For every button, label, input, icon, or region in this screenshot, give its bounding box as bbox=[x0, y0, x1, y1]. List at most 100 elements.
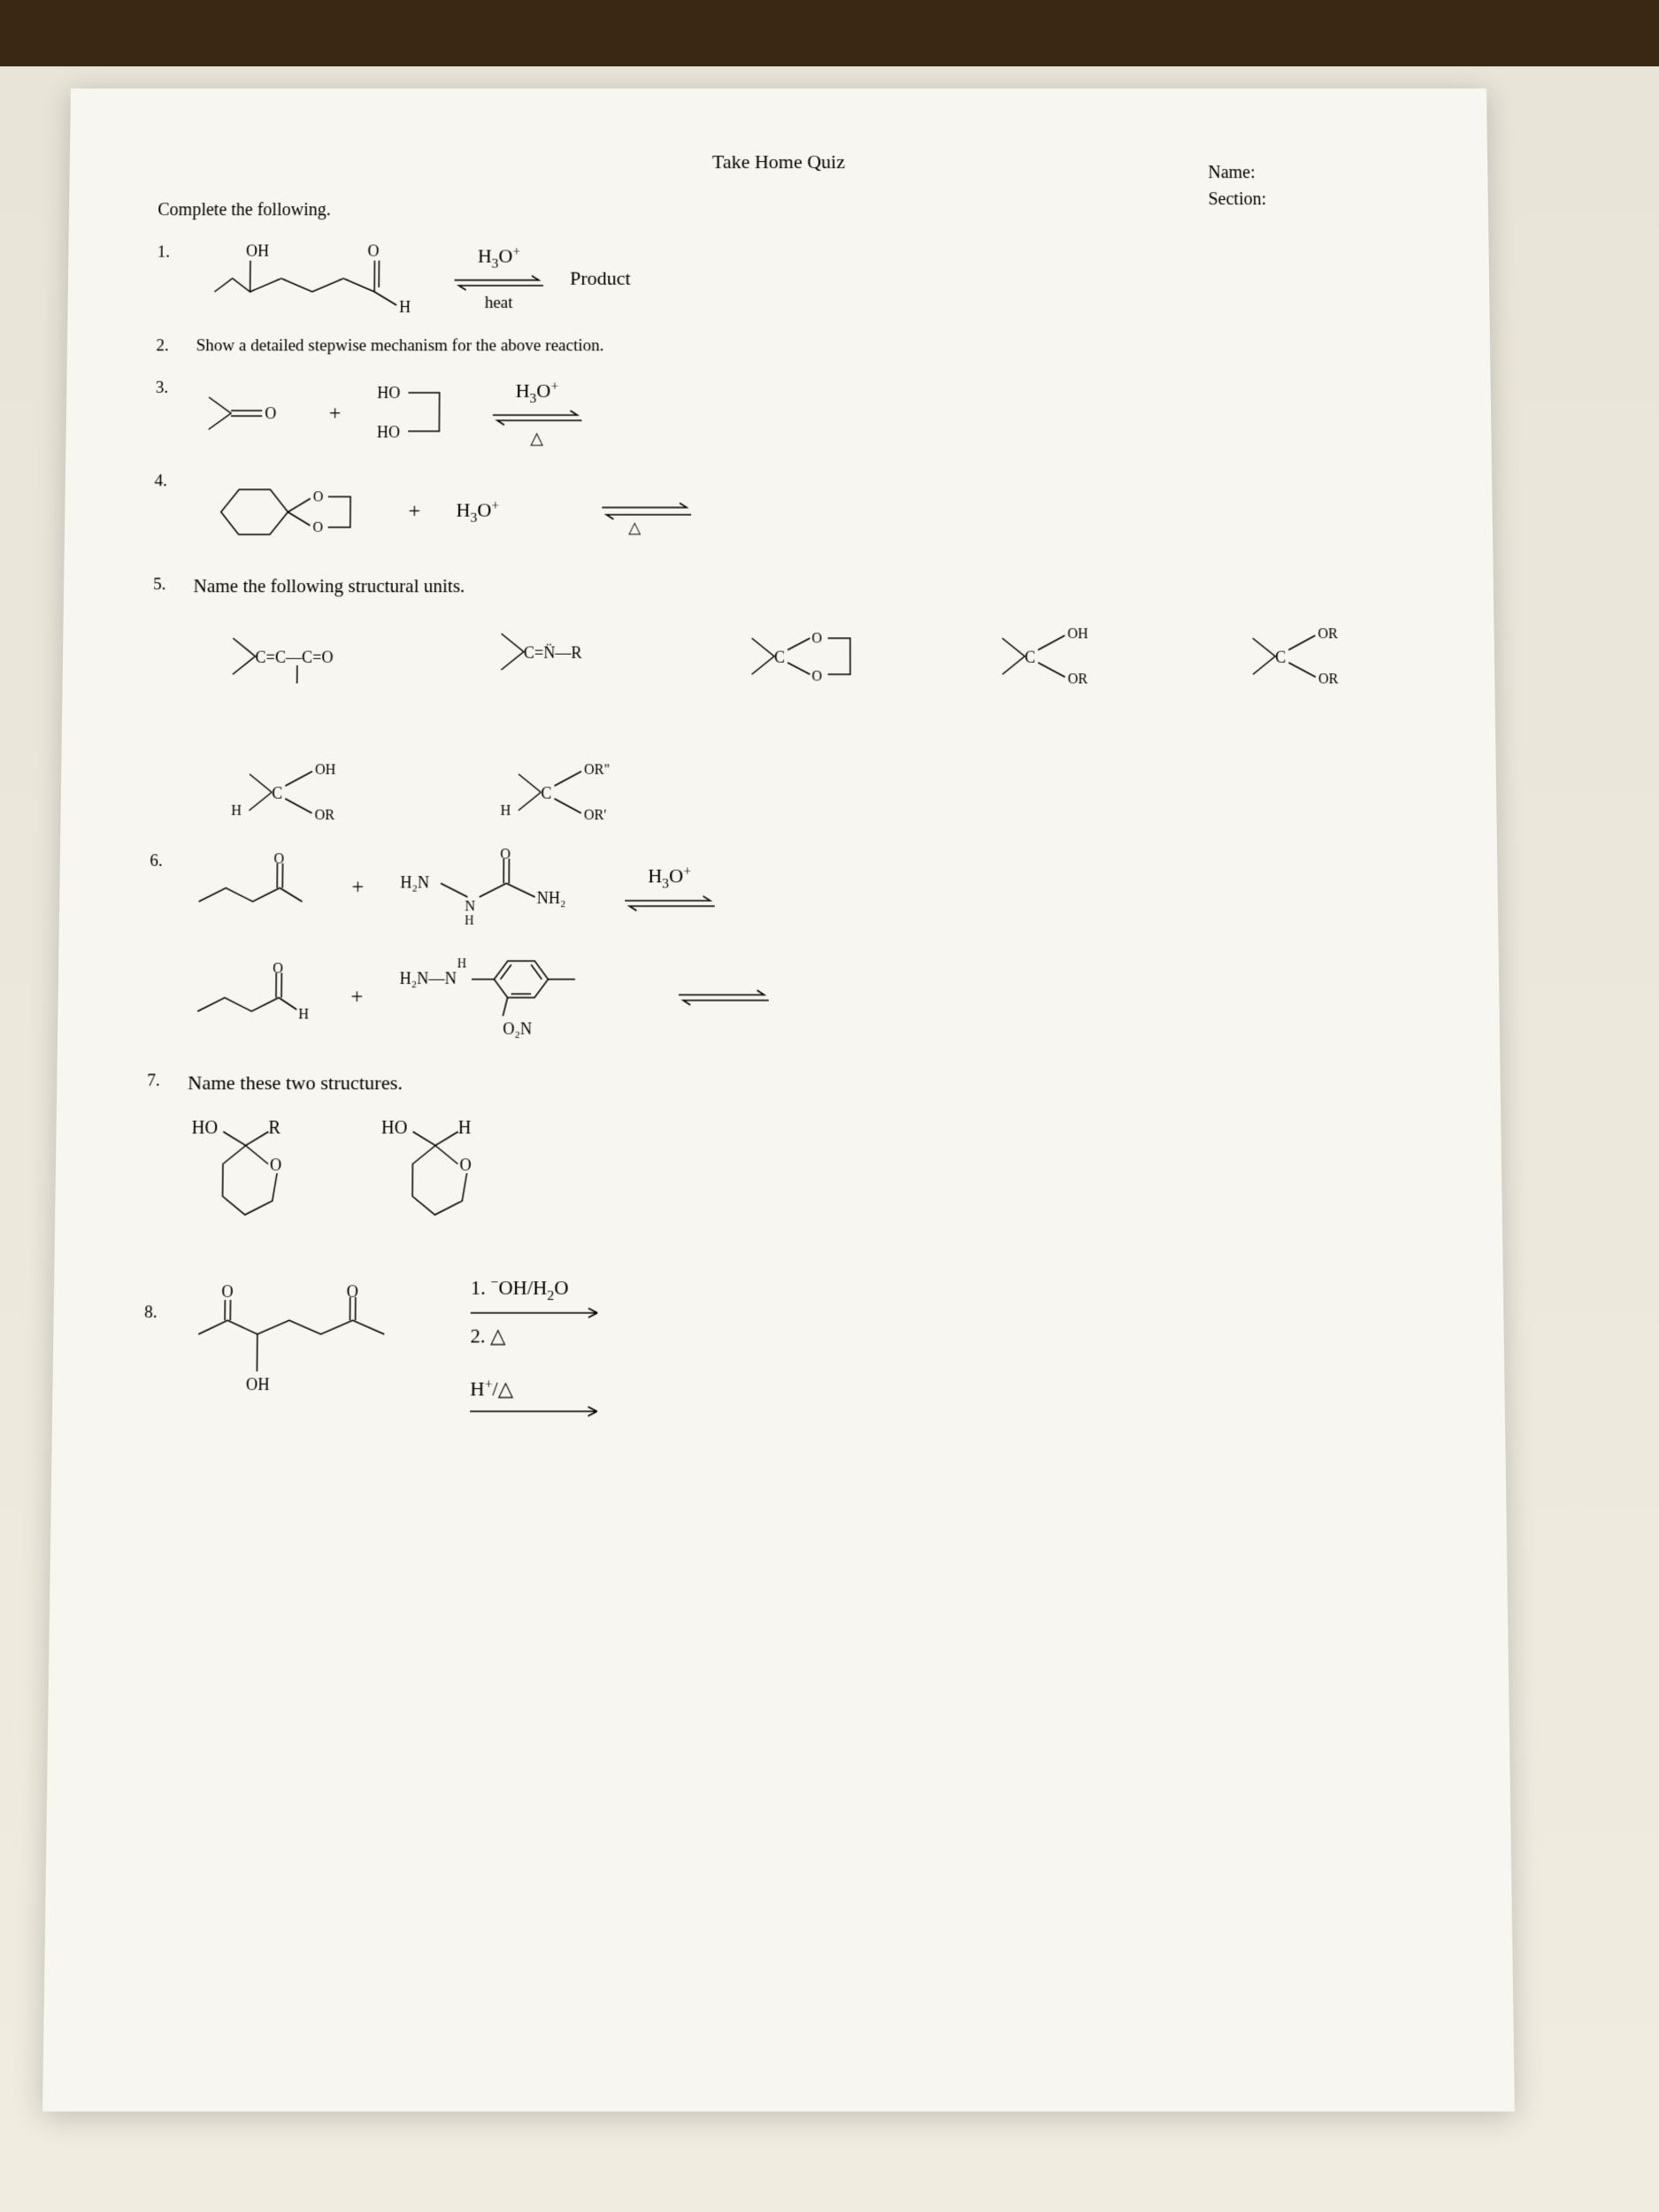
equilibrium-arrow-icon bbox=[488, 409, 586, 426]
product-label: Product bbox=[570, 267, 631, 290]
svg-text:HO: HO bbox=[381, 1118, 408, 1138]
plus-sign: + bbox=[408, 500, 420, 524]
problem-number: 6. bbox=[150, 851, 163, 872]
reagent-top: H3O+ bbox=[516, 379, 559, 407]
svg-text:O: O bbox=[347, 1282, 358, 1301]
svg-text:C: C bbox=[541, 784, 551, 803]
svg-text:H: H bbox=[465, 914, 473, 927]
problem-1: 1. OH O H H3O+ bbox=[157, 242, 1401, 314]
svg-text:H: H bbox=[231, 803, 242, 818]
structure-butyraldehyde: O H bbox=[188, 965, 315, 1029]
svg-text:H₂N—N: H₂N—N bbox=[399, 969, 456, 987]
structure-imine: C=N̈—R bbox=[496, 625, 640, 679]
svg-text:H: H bbox=[457, 957, 465, 972]
svg-text:O₂N: O₂N bbox=[503, 1019, 532, 1038]
structure-hydroxyaldehyde: OH O H bbox=[196, 242, 428, 314]
problem-text: Name the following structural units. bbox=[193, 575, 1404, 597]
svg-text:O: O bbox=[367, 242, 379, 259]
svg-text:OR: OR bbox=[1317, 626, 1338, 641]
equilibrium-arrow-icon bbox=[450, 273, 549, 291]
svg-text:C: C bbox=[1025, 648, 1035, 665]
svg-text:OR': OR' bbox=[584, 808, 607, 823]
svg-text:O: O bbox=[459, 1156, 471, 1174]
svg-text:O: O bbox=[500, 847, 511, 863]
svg-text:HO: HO bbox=[376, 424, 399, 442]
plus-sign: + bbox=[350, 985, 363, 1010]
problem-4: 4. O O + H3O+ bbox=[154, 472, 1404, 552]
structure-cyclic-acetal: C O O bbox=[748, 625, 891, 688]
reagent-bottom: heat bbox=[485, 294, 513, 313]
structure-semicarbazide: H₂N N H O NH₂ bbox=[400, 851, 598, 924]
problem-2: 2. Show a detailed stepwise mechanism fo… bbox=[156, 336, 1401, 356]
svg-text:O: O bbox=[811, 669, 822, 684]
svg-text:H₂N: H₂N bbox=[400, 873, 429, 892]
arrow-icon bbox=[470, 1406, 606, 1417]
problem-5: 5. Name the following structural units. … bbox=[150, 575, 1407, 824]
svg-text:OH: OH bbox=[246, 1375, 270, 1394]
structure-dnp-hydrazine: H₂N—N H O₂N bbox=[399, 947, 652, 1048]
svg-text:OR: OR bbox=[315, 808, 335, 823]
svg-text:C: C bbox=[272, 784, 282, 803]
problem-number: 1. bbox=[157, 242, 171, 262]
reagent-top: H3O+ bbox=[478, 244, 521, 273]
structure-diol: HO HO bbox=[376, 382, 465, 445]
structure-grid: C=C—C=O C=N̈—R C O bbox=[227, 625, 1407, 824]
delta-label: △ bbox=[628, 518, 641, 537]
problem-3: 3. O + HO HO bbox=[155, 379, 1402, 449]
structure-ketal: C OR OR bbox=[1248, 625, 1393, 688]
plus-sign: + bbox=[329, 402, 342, 426]
reagent-bottom: △ bbox=[530, 428, 543, 449]
step1-label: 1. −OH/H2O bbox=[471, 1275, 607, 1304]
problem-number: 3. bbox=[156, 379, 169, 398]
svg-text:O: O bbox=[265, 404, 276, 422]
equilibrium-arrow-icon bbox=[597, 498, 695, 525]
svg-text:OR": OR" bbox=[584, 762, 610, 777]
svg-text:H: H bbox=[399, 298, 411, 316]
reaction-arrow-6a: H3O+ bbox=[620, 864, 719, 912]
svg-text:O: O bbox=[273, 961, 283, 977]
conditions-block-2: H+/△ bbox=[470, 1377, 606, 1423]
svg-text:OH: OH bbox=[315, 762, 336, 777]
problem-number: 4. bbox=[154, 472, 167, 491]
step2-label: 2. △ bbox=[471, 1325, 607, 1348]
problem-6: 6. O + H₂N N H bbox=[148, 851, 1410, 1048]
reaction-arrow-3: H3O+ △ bbox=[488, 379, 586, 449]
svg-text:O: O bbox=[312, 520, 323, 535]
arrow-icon bbox=[471, 1308, 607, 1319]
svg-text:NH₂: NH₂ bbox=[536, 888, 565, 907]
svg-text:O: O bbox=[221, 1282, 234, 1301]
section-label: Section: bbox=[1208, 186, 1266, 212]
reaction-arrow-1: H3O+ heat bbox=[449, 244, 548, 313]
problem-number: 8. bbox=[144, 1302, 157, 1323]
problem-number: 7. bbox=[147, 1071, 160, 1091]
svg-text:N: N bbox=[465, 899, 475, 915]
svg-text:R: R bbox=[268, 1118, 281, 1138]
reagent: H3O+ bbox=[456, 497, 499, 526]
problem-text: Show a detailed stepwise mechanism for t… bbox=[196, 336, 1402, 356]
svg-text:C=C—C=O: C=C—C=O bbox=[255, 648, 333, 665]
cond2-label: H+/△ bbox=[470, 1377, 606, 1402]
svg-text:O: O bbox=[270, 1156, 281, 1174]
svg-text:O: O bbox=[811, 631, 822, 646]
structure-hemiacetal: H C OH OR bbox=[227, 760, 388, 824]
svg-text:OR: OR bbox=[1068, 672, 1088, 687]
structure-enone: C=C—C=O bbox=[228, 625, 390, 688]
problem-8: 8. O O OH 1. −OH/H2O bbox=[143, 1275, 1415, 1423]
svg-text:C=N̈—R: C=N̈—R bbox=[524, 643, 582, 661]
structure-hemiketal: C OH OR bbox=[998, 625, 1141, 688]
equilibrium-arrow-icon bbox=[673, 988, 772, 1007]
problem-7: 7. Name these two structures. HO R O bbox=[145, 1071, 1412, 1251]
structure-hemiketal-ring-h: HO H O bbox=[376, 1113, 512, 1251]
problem-number: 2. bbox=[156, 336, 169, 356]
name-label: Name: bbox=[1208, 159, 1266, 186]
svg-text:OH: OH bbox=[246, 242, 269, 259]
svg-text:O: O bbox=[273, 851, 284, 867]
svg-text:H: H bbox=[298, 1007, 309, 1023]
structure-butanal: O bbox=[189, 856, 316, 919]
svg-text:C: C bbox=[774, 648, 785, 665]
equilibrium-arrow-icon bbox=[620, 894, 719, 912]
problem-text: Name these two structures. bbox=[188, 1071, 1410, 1094]
svg-text:H: H bbox=[458, 1118, 472, 1138]
structure-hemiketal-ring-r: HO R O bbox=[186, 1113, 323, 1251]
structure-diketone-alcohol: O O OH bbox=[184, 1284, 449, 1414]
